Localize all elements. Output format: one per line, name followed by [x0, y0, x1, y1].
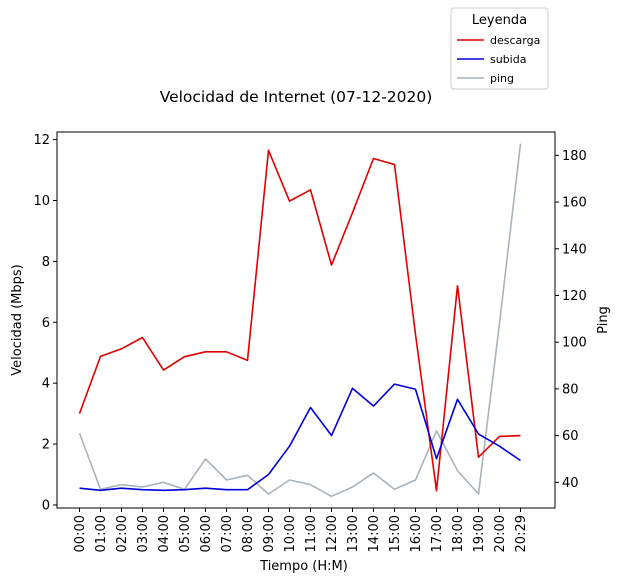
x-tick-label: 15:00: [388, 515, 403, 552]
x-tick-label: 06:00: [199, 515, 214, 552]
y2-tick-label: 100: [562, 336, 587, 351]
y2-tick-label: 40: [562, 476, 579, 491]
x-tick-label: 11:00: [304, 515, 319, 552]
y-tick-label: 6: [42, 316, 50, 331]
y-tick-label: 0: [42, 498, 50, 513]
y-tick-label: 12: [33, 133, 50, 148]
x-tick-label: 19:00: [472, 515, 487, 552]
x-tick-label: 13:00: [346, 515, 361, 552]
x-tick-label: 08:00: [241, 515, 256, 552]
x-tick-label: 04:00: [157, 515, 172, 552]
y2-tick-label: 180: [562, 149, 587, 164]
x-tick-label: 01:00: [94, 515, 109, 552]
x-tick-label: 14:00: [367, 515, 382, 552]
y-tick-label: 10: [33, 194, 50, 209]
y2-tick-label: 140: [562, 242, 587, 257]
x-tick-label: 20:29: [514, 515, 529, 552]
series-line-descarga: [78, 149, 521, 492]
series-line-subida: [79, 383, 521, 492]
legend-label-descarga: descarga: [490, 34, 540, 47]
x-tick-label: 12:00: [325, 515, 340, 552]
x-tick-label: 20:00: [493, 515, 508, 552]
y2-tick-label: 80: [562, 382, 579, 397]
y-axis-label: Velocidad (Mbps): [10, 264, 25, 375]
x-tick-label: 00:00: [73, 515, 88, 552]
y-tick-label: 2: [42, 438, 50, 453]
y-tick-label: 8: [42, 255, 50, 270]
plot-frame: [56, 131, 556, 509]
chart-title: Velocidad de Internet (07-12-2020): [160, 88, 433, 106]
y-tick-label: 4: [42, 377, 50, 392]
x-tick-label: 03:00: [136, 515, 151, 552]
y2-tick-label: 120: [562, 289, 587, 304]
x-tick-label: 18:00: [451, 515, 466, 552]
x-tick-label: 02:00: [115, 515, 130, 552]
y2-tick-label: 160: [562, 196, 587, 211]
legend-title: Leyenda: [472, 13, 527, 28]
x-tick-label: 16:00: [409, 515, 424, 552]
legend-label-ping: ping: [490, 72, 514, 85]
x-tick-label: 17:00: [430, 515, 445, 552]
x-tick-label: 05:00: [178, 515, 193, 552]
legend-label-subida: subida: [490, 53, 526, 66]
x-tick-label: 10:00: [283, 515, 298, 552]
series-line-ping: [78, 143, 522, 498]
legend-box: [450, 7, 549, 90]
x-tick-label: 09:00: [262, 515, 277, 552]
y2-axis-label: Ping: [596, 306, 611, 334]
y2-tick-label: 60: [562, 429, 579, 444]
x-tick-label: 07:00: [220, 515, 235, 552]
x-axis-label: Tiempo (H:M): [259, 559, 348, 574]
